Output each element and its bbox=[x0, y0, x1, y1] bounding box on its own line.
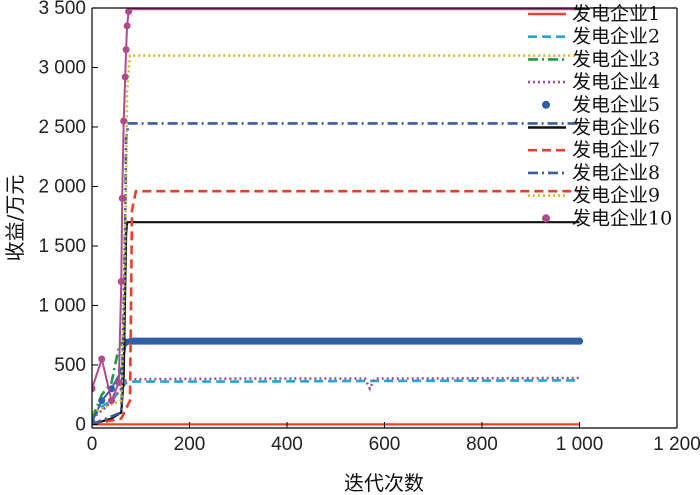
y-tick-label: 3 500 bbox=[38, 0, 86, 19]
y-tick-label: 2 000 bbox=[38, 176, 86, 197]
y-tick-label: 3 000 bbox=[38, 57, 86, 78]
x-tick-label: 400 bbox=[271, 434, 303, 455]
x-tick-label: 1 200 bbox=[653, 434, 700, 455]
legend-label: 发电企业5 bbox=[572, 94, 660, 116]
series-point bbox=[117, 278, 125, 286]
legend-label: 发电企业8 bbox=[572, 162, 660, 184]
series-point bbox=[98, 397, 106, 405]
series-point bbox=[98, 355, 106, 363]
x-tick-label: 0 bbox=[87, 434, 98, 455]
legend-label: 发电企业3 bbox=[572, 48, 660, 70]
series-line bbox=[92, 54, 580, 414]
series-point bbox=[120, 117, 128, 125]
y-tick-label: 500 bbox=[54, 355, 86, 376]
x-tick-label: 600 bbox=[369, 434, 401, 455]
legend-marker bbox=[542, 214, 550, 223]
y-tick-label: 0 bbox=[75, 414, 86, 435]
y-axis-title: 收益/万元 bbox=[3, 175, 27, 262]
y-tick-label: 2 500 bbox=[38, 117, 86, 138]
legend-label: 发电企业7 bbox=[572, 139, 660, 161]
y-tick-label: 1 000 bbox=[38, 295, 86, 316]
legend-label: 发电企业4 bbox=[572, 71, 660, 93]
legend-label: 发电企业2 bbox=[572, 26, 660, 48]
y-tick-label: 1 500 bbox=[38, 236, 86, 257]
series-line bbox=[92, 221, 580, 426]
legend-label: 发电企业10 bbox=[572, 207, 672, 229]
legend-label: 发电企业6 bbox=[572, 117, 660, 139]
series-point bbox=[92, 385, 96, 393]
series-line bbox=[92, 376, 580, 420]
series-point bbox=[122, 46, 130, 54]
series-point bbox=[123, 22, 131, 30]
series-line bbox=[92, 379, 580, 420]
x-axis-title: 迭代次数 bbox=[344, 471, 424, 495]
legend-label: 发电企业9 bbox=[572, 185, 660, 207]
legend-marker bbox=[542, 100, 550, 109]
x-tick-label: 800 bbox=[466, 434, 498, 455]
x-tick-label: 200 bbox=[174, 434, 206, 455]
series-line bbox=[92, 189, 580, 426]
series-point bbox=[121, 73, 129, 81]
series-point bbox=[118, 194, 126, 202]
legend-label: 发电企业1 bbox=[572, 3, 660, 25]
series-point bbox=[115, 379, 123, 387]
x-tick-label: 1 000 bbox=[556, 434, 604, 455]
series-point bbox=[108, 397, 115, 405]
